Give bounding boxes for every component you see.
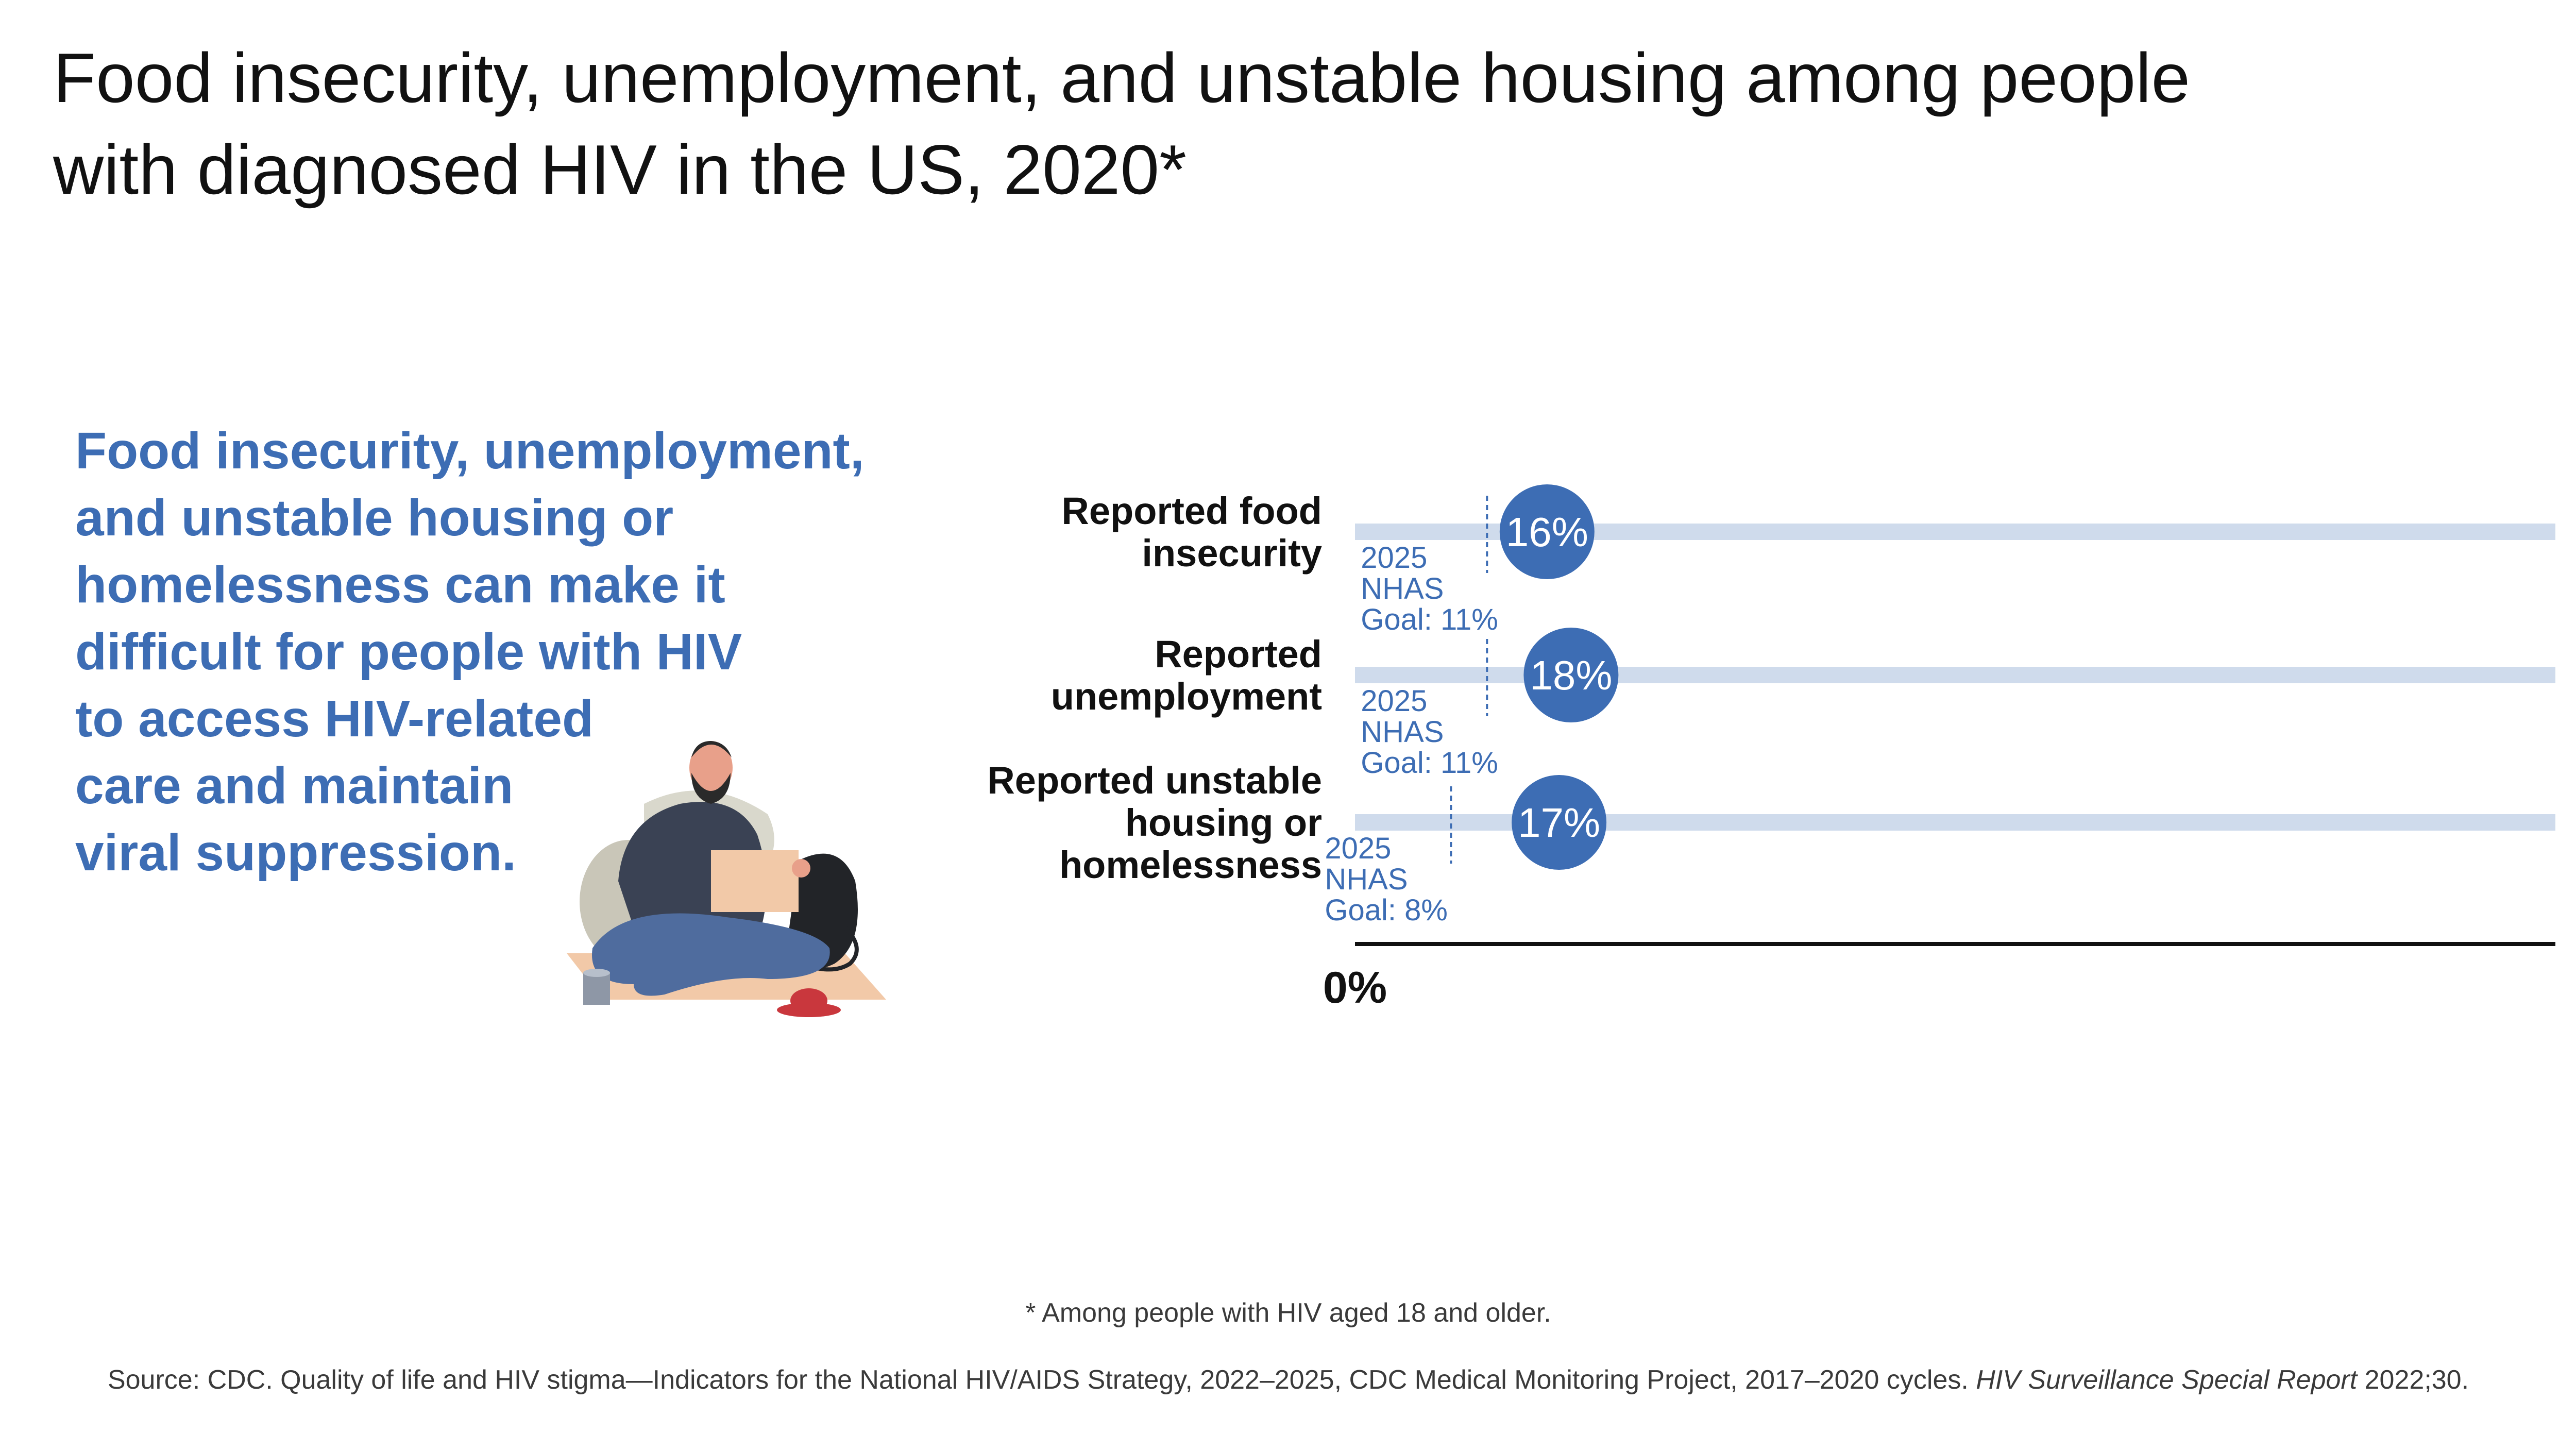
page-title: Food insecurity, unemployment, and unsta… [53, 32, 2567, 215]
title-line-1: Food insecurity, unemployment, and unsta… [53, 39, 2191, 117]
goal-label: NHAS [1361, 715, 1444, 749]
can-top [583, 969, 610, 977]
category-label: insecurity [1142, 532, 1322, 575]
goal-label: Goal: 8% [1325, 893, 1448, 927]
hair [691, 741, 732, 757]
source-report-title: HIV Surveillance Special Report [1976, 1365, 2358, 1395]
beard [691, 773, 731, 804]
blurb-line: to access HIV-related [75, 690, 594, 748]
blurb-line: and unstable housing or [75, 489, 674, 547]
legs [592, 913, 830, 996]
value-bubble [1523, 628, 1619, 722]
goal-label: 2025 [1361, 541, 1427, 575]
source-note: Source: CDC. Quality of life and HIV sti… [0, 1364, 2576, 1395]
goal-label: Goal: 11% [1361, 603, 1498, 636]
sign [711, 850, 799, 912]
goal-label: 2025 [1361, 684, 1427, 718]
category-label: housing or [1125, 801, 1322, 844]
strap [808, 926, 859, 972]
source-text: Source: CDC. Quality of life and HIV sti… [107, 1365, 1976, 1395]
hat-crown [790, 988, 827, 1013]
category-label: unemployment [1051, 675, 1322, 718]
value-label: 17% [1518, 800, 1600, 846]
footnote: * Among people with HIV aged 18 and olde… [1025, 1298, 1551, 1328]
blurb-line: viral suppression. [75, 824, 516, 882]
value-bubble [1512, 775, 1607, 870]
can [583, 973, 610, 1005]
value-label: 18% [1530, 652, 1612, 698]
category-label: homelessness [1059, 844, 1322, 886]
category-label: Reported [1155, 633, 1322, 676]
blurb-line: difficult for people with HIV [75, 623, 742, 681]
blurb-line: homelessness can make it [75, 556, 725, 614]
goal-label: Goal: 11% [1361, 746, 1498, 780]
category-label: Reported food [1061, 490, 1322, 532]
blurb-line: Food insecurity, unemployment, [75, 422, 865, 480]
goal-label: 2025 [1325, 832, 1391, 865]
value-bubble [1499, 484, 1595, 579]
blurb-text: Food insecurity, unemployment, and unsta… [75, 417, 1023, 886]
value-label: 16% [1506, 509, 1588, 555]
head [689, 741, 733, 795]
category-label: Reported unstable [987, 759, 1322, 802]
x-tick-label: 0% [1323, 963, 1387, 1013]
goal-label: NHAS [1361, 572, 1444, 605]
source-tail: 2022;30. [2357, 1365, 2469, 1395]
person-sitting-with-sign-icon [567, 741, 886, 1017]
title-line-2: with diagnosed HIV in the US, 2020* [53, 130, 1187, 209]
blurb-line: care and maintain [75, 757, 514, 815]
goal-label: NHAS [1325, 863, 1408, 896]
hand [792, 859, 810, 878]
